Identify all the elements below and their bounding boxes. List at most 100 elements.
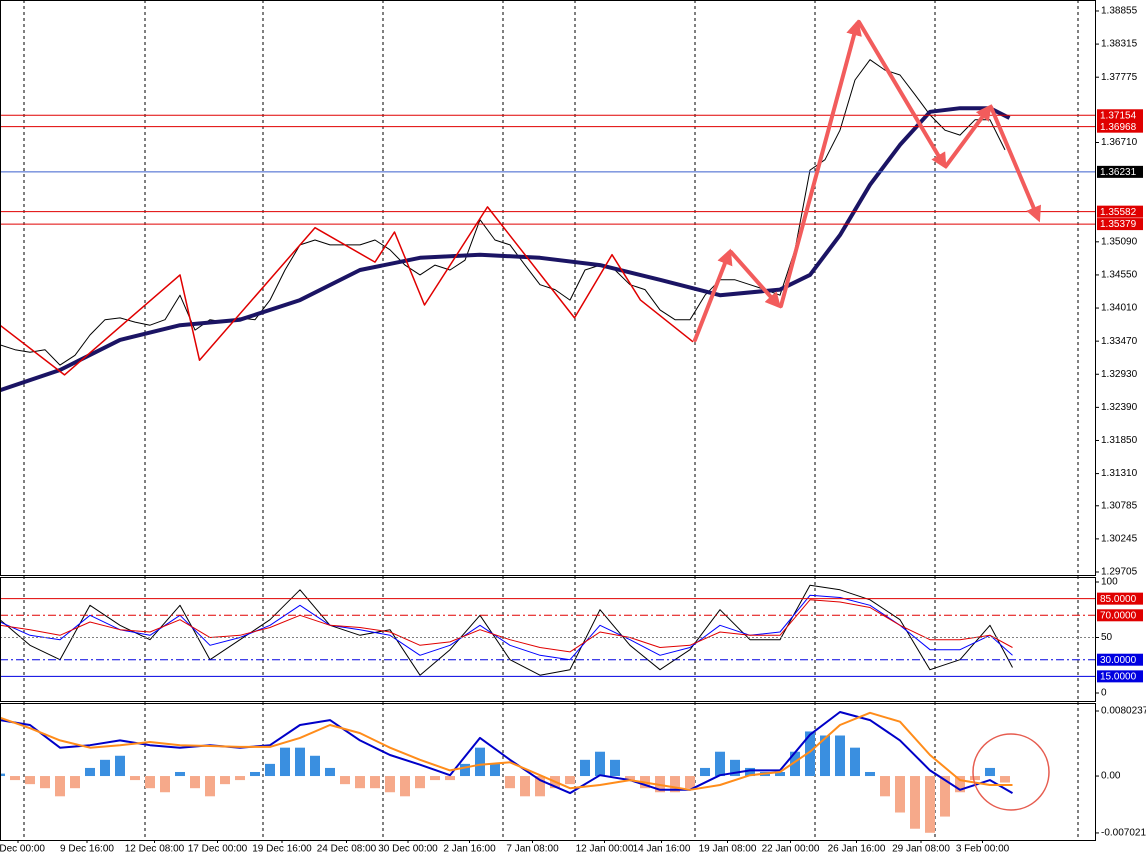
histogram-bar — [160, 776, 170, 793]
data-layer: 1.38855 1.38315 1.37775 1.36710 1.35090 1.345… — [0, 6, 1146, 855]
histogram-bar — [325, 767, 335, 777]
histogram-bar — [580, 759, 590, 777]
y-tick-label: 1.33470 — [1101, 336, 1138, 347]
histogram-bar — [895, 776, 905, 813]
histogram-bar — [625, 776, 635, 781]
x-tick-label: 19 Dec 16:00 — [252, 844, 312, 855]
histogram-bar — [55, 776, 65, 797]
level-label-box — [1097, 120, 1143, 133]
histogram-bar — [40, 776, 50, 789]
histogram-bar — [85, 767, 95, 777]
histogram-bar — [70, 776, 80, 789]
y-tick-label: 50 — [1101, 632, 1113, 643]
level-label: 70.0000 — [1100, 610, 1137, 621]
histogram-bar — [505, 776, 515, 789]
x-tick-label: 22 Jan 00:00 — [762, 844, 820, 855]
histogram-bar — [490, 763, 500, 777]
histogram-bar — [880, 776, 890, 797]
histogram-bar — [790, 751, 800, 777]
histogram-bar — [25, 776, 35, 785]
y-tick-label: 100 — [1101, 577, 1118, 588]
histogram-bar — [985, 767, 995, 777]
y-tick-label: 1.38315 — [1101, 39, 1138, 50]
histogram-bar — [175, 771, 185, 777]
histogram-bar — [775, 771, 785, 777]
histogram-bar — [370, 776, 380, 789]
histogram-bar — [205, 776, 215, 797]
series-line — [0, 106, 1011, 393]
x-tick-label: 26 Jan 16:00 — [828, 844, 886, 855]
histogram-bar — [940, 776, 950, 817]
annotations — [693, 19, 1041, 342]
y-tick-label: 1.31850 — [1101, 435, 1138, 446]
histogram-bar — [745, 767, 755, 777]
histogram-bar — [250, 771, 260, 777]
highlight-circle — [972, 733, 1050, 811]
histogram-bar — [340, 776, 350, 785]
level-label: 1.36968 — [1100, 122, 1137, 133]
histogram-bar — [385, 776, 395, 793]
level-label: 1.35379 — [1100, 219, 1137, 230]
arrow — [693, 248, 733, 342]
level-label: 1.37154 — [1100, 110, 1137, 121]
level-label: 85.0000 — [1100, 594, 1137, 605]
arrow — [857, 20, 947, 170]
y-tick-label: 1.31310 — [1101, 468, 1138, 479]
level-label: 1.35582 — [1100, 207, 1137, 218]
frames — [0, 0, 1096, 841]
y-tick-label: 0 — [1101, 688, 1107, 699]
histogram-bar — [355, 776, 365, 789]
histogram-bar — [1000, 776, 1010, 783]
histogram-bar — [10, 776, 20, 781]
histogram-bar — [850, 747, 860, 777]
series-line — [0, 584, 1013, 676]
histogram-bar — [595, 751, 605, 777]
x-tick-label: 5 Dec 00:00 — [0, 844, 45, 855]
panel-frame — [0, 0, 1096, 576]
series-line — [0, 711, 1013, 791]
histogram-bar — [700, 767, 710, 777]
x-tick-label: 14 Jan 16:00 — [633, 844, 691, 855]
histogram-bar — [235, 776, 245, 781]
y-tick-label: 1.30785 — [1101, 500, 1138, 511]
histogram-bar — [670, 776, 680, 793]
series-line — [0, 206, 694, 376]
x-tick-label: 30 Dec 00:00 — [378, 844, 438, 855]
y-tick-label: 1.36710 — [1101, 137, 1138, 148]
histogram-bar — [955, 776, 965, 793]
histogram-bar — [715, 751, 725, 777]
histogram-bar — [460, 763, 470, 777]
y-tick-label: 1.35090 — [1101, 236, 1138, 247]
histogram-bar — [835, 735, 845, 777]
histogram-bar — [100, 759, 110, 777]
y-tick-label: 1.29705 — [1101, 567, 1138, 578]
x-tick-label: 3 Feb 00:00 — [956, 844, 1010, 855]
y-tick-label: 0.00 — [1101, 771, 1121, 782]
histogram-bar — [865, 771, 875, 777]
series-line — [0, 59, 1006, 366]
y-tick-label: 1.38855 — [1101, 6, 1138, 17]
y-tick-label: 1.34550 — [1101, 270, 1138, 281]
histogram-bar — [115, 755, 125, 777]
level-label-box — [1097, 592, 1143, 605]
level-label-box — [1097, 609, 1143, 622]
x-tick-label: 2 Jan 16:00 — [443, 844, 496, 855]
histogram-bar — [445, 776, 455, 781]
histogram-bar — [520, 776, 530, 797]
histogram-bar — [565, 776, 575, 785]
y-tick-label: 0.0080237 — [1101, 706, 1146, 717]
histogram-bar — [280, 747, 290, 777]
level-label-box — [1097, 205, 1143, 218]
x-tick-label: 17 Dec 00:00 — [188, 844, 248, 855]
y-tick-label: 1.32390 — [1101, 402, 1138, 413]
x-tick-label: 19 Jan 08:00 — [699, 844, 757, 855]
histogram-bar — [130, 776, 140, 781]
arrow — [989, 105, 1041, 223]
x-tick-label: 24 Dec 08:00 — [317, 844, 377, 855]
y-tick-label: 1.32930 — [1101, 369, 1138, 380]
level-label: 30.0000 — [1100, 655, 1137, 666]
y-tick-label: 1.30245 — [1101, 534, 1138, 545]
